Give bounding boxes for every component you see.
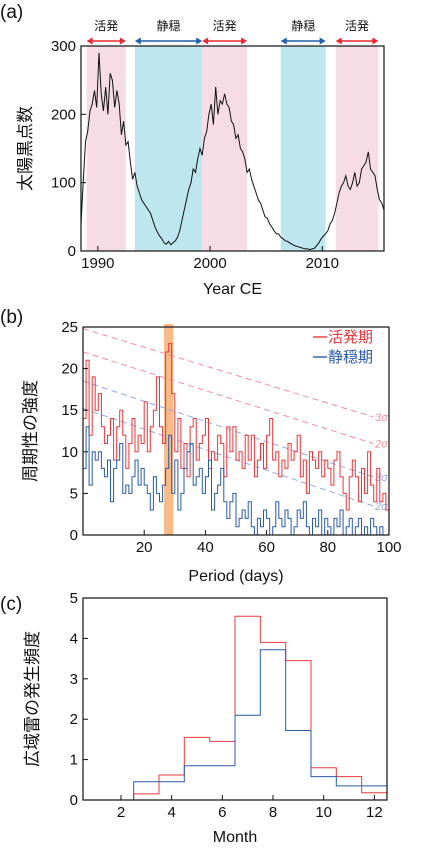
panel-a-y-tick-label: 0 — [68, 243, 76, 260]
panel-b-x-tick-label: 40 — [197, 539, 214, 556]
series-active-line — [83, 343, 389, 511]
histogram-active-step — [83, 615, 387, 801]
period-arrowhead-left — [202, 37, 209, 45]
panel-b-x-tick-label: 60 — [258, 539, 275, 556]
panel-b-y-tick-label: 10 — [61, 444, 78, 461]
panel-a-x-tick-label: 2000 — [193, 255, 226, 272]
panel-b-frame — [82, 326, 390, 536]
panel-c-x-tick-label: 10 — [315, 804, 332, 821]
panel-b-x-axis-label: Period (days) — [188, 568, 283, 585]
lightning-frequency-plot — [83, 615, 387, 801]
activity-band — [202, 46, 248, 251]
panel-c-y-tick-label: 5 — [70, 590, 78, 607]
period-arrowhead-right — [196, 37, 203, 45]
panel-c-x-tick-label: 12 — [366, 804, 383, 821]
period-arrowhead-left — [86, 37, 93, 45]
panel-b-x-tick-label: 100 — [376, 539, 401, 556]
panel-a-y-tick-label: 200 — [51, 106, 76, 123]
panel-b-y-tick-label: 15 — [61, 402, 78, 419]
histogram-quiet-step — [83, 649, 387, 801]
panel-b-label: (b) — [0, 307, 23, 328]
panel-a: (a) 活発 静穏 活発 静穏 活発 1990 2000 2010 0 100 200 300 太陽… — [0, 2, 385, 298]
period-label: 活発 — [213, 19, 237, 33]
threshold-line — [82, 408, 374, 507]
panel-a-x-tick-label: 1990 — [81, 255, 114, 272]
activity-band — [335, 46, 379, 251]
panel-c-frame — [82, 597, 388, 801]
period-arrowhead-left — [335, 37, 342, 45]
panel-c-x-axis-label: Month — [213, 829, 257, 846]
panel-a-y-tick-label: 100 — [51, 175, 76, 192]
panel-a-y-axis-label: 太陽黒点数 — [16, 106, 35, 191]
panel-b-y-tick-label: 20 — [61, 361, 78, 378]
period-label: 活発 — [345, 19, 369, 33]
threshold-line — [82, 328, 374, 418]
panel-c-y-tick-label: 4 — [70, 630, 78, 647]
period-arrowhead-right — [372, 37, 379, 45]
panel-c-y-tick-label: 2 — [70, 711, 78, 728]
series-quiet-line — [83, 426, 389, 536]
panel-c-y-axis-label: 広域雷の発生頻度 — [23, 631, 42, 767]
periodicity-plot — [83, 343, 389, 536]
panel-b-ticks: 20 40 60 80 100 0 5 10 15 20 25 — [61, 319, 401, 556]
period-label: 活発 — [94, 19, 118, 33]
significance-lines: 3σ 2σ 3σ 2σ — [82, 328, 388, 513]
panel-c-x-tick-label: 8 — [269, 804, 277, 821]
period-arrowhead-right — [241, 37, 248, 45]
legend-entry: 活発期 — [328, 329, 373, 346]
panel-c-x-tick-label: 4 — [167, 804, 175, 821]
panel-b-x-tick-label: 20 — [136, 539, 153, 556]
period-label: 静穏 — [157, 19, 181, 33]
period-arrowhead-right — [319, 37, 326, 45]
threshold-line — [82, 351, 374, 444]
activity-band — [134, 46, 203, 251]
period-arrowhead-right — [119, 37, 126, 45]
panel-a-frame — [80, 45, 385, 252]
panel-b-y-tick-label: 5 — [70, 485, 78, 502]
panel-a-ticks: 1990 2000 2010 0 100 200 300 — [51, 38, 339, 272]
threshold-label: 3σ — [375, 412, 388, 424]
panel-c-label: (c) — [0, 594, 22, 615]
sunspot-plot — [80, 52, 385, 251]
activity-bands — [86, 46, 379, 251]
period-label: 静穏 — [291, 19, 315, 33]
activity-arrows: 活発 静穏 活発 静穏 活発 — [86, 19, 379, 45]
panel-b: (b) 3σ 2σ 3σ 2σ 20 40 60 80 100 0 5 10 15 20 25 活発期静穏… — [0, 307, 402, 585]
activity-band — [280, 46, 326, 251]
panel-a-y-tick-label: 300 — [51, 38, 76, 55]
panel-c-y-tick-label: 0 — [70, 792, 78, 809]
threshold-label: 2σ — [374, 501, 388, 513]
legend-entry: 静穏期 — [328, 349, 373, 366]
highlight-28day — [164, 324, 174, 535]
panel-a-x-tick-label: 2010 — [306, 255, 339, 272]
threshold-label: 2σ — [374, 438, 388, 450]
panel-c-y-tick-label: 3 — [70, 671, 78, 688]
sunspot-line — [80, 52, 385, 251]
panel-b-y-tick-label: 0 — [70, 527, 78, 544]
threshold-line — [82, 380, 374, 478]
highlight-band — [164, 324, 174, 535]
threshold-label: 3σ — [375, 472, 388, 484]
period-arrowhead-left — [280, 37, 287, 45]
panel-b-x-tick-label: 80 — [319, 539, 336, 556]
panel-b-y-axis-label: 周期性の強度 — [21, 380, 40, 482]
panel-c-x-tick-label: 2 — [117, 804, 125, 821]
panel-c-y-tick-label: 1 — [70, 752, 78, 769]
activity-band — [86, 46, 126, 251]
panel-c-x-tick-label: 6 — [218, 804, 226, 821]
panel-a-x-axis-label: Year CE — [203, 281, 262, 298]
panel-a-label: (a) — [0, 2, 23, 23]
period-arrowhead-left — [134, 37, 141, 45]
panel-b-y-tick-label: 25 — [61, 319, 78, 336]
